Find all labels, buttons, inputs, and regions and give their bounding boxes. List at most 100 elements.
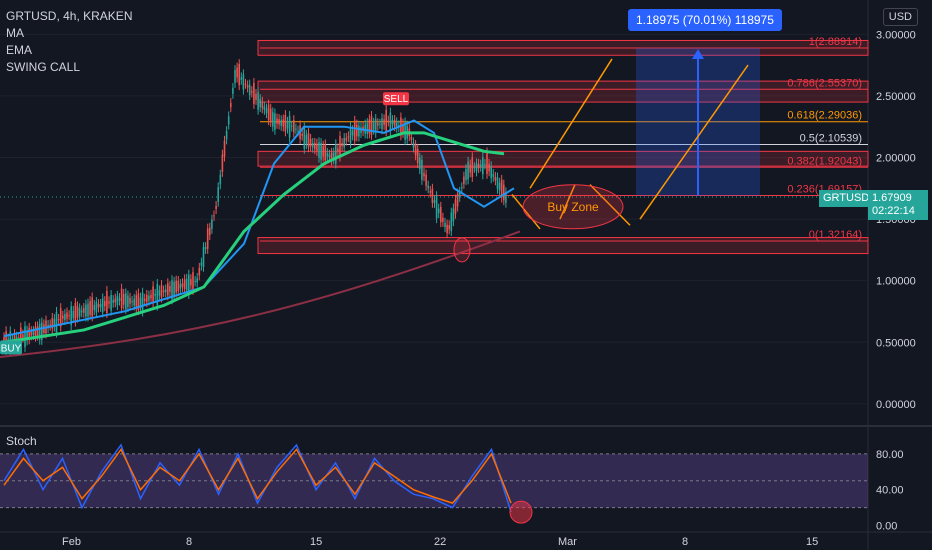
candle-body: [83, 308, 85, 313]
candle-body: [192, 272, 194, 290]
measure-label: 1.18975 (70.01%) 118975: [628, 9, 782, 31]
candle-body: [196, 278, 198, 283]
candle-body: [190, 279, 192, 286]
candle-body: [484, 163, 486, 165]
supply-zone: [257, 39, 869, 56]
candle-body: [116, 295, 119, 306]
candle-body: [339, 136, 341, 157]
candle-body: [500, 179, 503, 198]
stoch-axis-tick: 0.00: [876, 521, 897, 533]
candle-body: [345, 137, 348, 141]
candle-body: [379, 123, 381, 125]
candle-body: [341, 143, 343, 147]
candle-body: [34, 326, 37, 337]
candle-body: [141, 292, 144, 312]
candle-body: [381, 118, 383, 130]
indicator-ema[interactable]: EMA: [6, 43, 33, 57]
candle-body: [475, 163, 478, 172]
candle-body: [114, 298, 117, 303]
indicator-swing-call[interactable]: SWING CALL: [6, 60, 81, 74]
candle-body: [137, 293, 140, 311]
candle-body: [104, 301, 106, 307]
supply-zone: [257, 80, 869, 103]
candle-body: [160, 285, 163, 298]
candle-body: [206, 228, 209, 249]
candle-body: [99, 303, 102, 307]
price-tag-value: 1.67909 02:22:14: [868, 190, 928, 220]
candle-body: [318, 142, 320, 158]
time-axis-tick: 22: [434, 536, 446, 548]
candle-body: [110, 294, 112, 311]
candle-body: [324, 144, 327, 161]
candle-body: [469, 164, 471, 173]
buy-signal-label: BUY: [1, 343, 22, 354]
price-axis-tick: 1.00000: [876, 276, 916, 288]
candle-body: [139, 297, 142, 308]
candle-body: [301, 134, 303, 136]
candle-body: [322, 145, 324, 157]
candle-body: [175, 280, 177, 293]
candle-body: [76, 306, 79, 318]
candle-body: [303, 127, 306, 149]
candle-body: [173, 281, 175, 296]
candle-body: [32, 331, 35, 336]
candle-body: [106, 290, 108, 314]
sell-signal-label: SELL: [384, 94, 409, 105]
candle-body: [467, 161, 469, 180]
candle-body: [326, 153, 329, 157]
candle-body: [101, 298, 104, 313]
candle-body: [217, 187, 219, 202]
candle-body: [127, 295, 129, 308]
indicator-ma[interactable]: MA: [6, 26, 24, 40]
long-ma-line: [0, 230, 521, 359]
candle-body: [223, 140, 226, 157]
candle-body: [414, 144, 417, 156]
candle-body: [471, 157, 474, 177]
candle-body: [85, 304, 87, 317]
candle-body: [370, 115, 373, 135]
candle-body: [492, 173, 495, 177]
candle-body: [433, 199, 436, 203]
candle-body: [395, 122, 398, 128]
candle-body: [393, 119, 396, 127]
candle-body: [238, 64, 240, 86]
candle-body: [328, 154, 331, 158]
candle-body: [129, 297, 131, 304]
currency-button[interactable]: USD: [882, 8, 918, 26]
candle-body: [465, 169, 467, 180]
candle-body: [368, 119, 371, 134]
candle-body: [387, 120, 390, 122]
candle-body: [164, 289, 167, 293]
candle-body: [314, 142, 316, 150]
candle-body: [143, 298, 146, 302]
candle-body: [225, 131, 228, 140]
candle-body: [337, 148, 339, 152]
candle-body: [232, 87, 234, 94]
buy-zone-ellipse: [522, 184, 624, 230]
candle-body: [78, 308, 81, 317]
candle-body: [221, 154, 224, 172]
price-axis-tick: 2.00000: [876, 152, 916, 164]
time-axis-tick: Mar: [558, 536, 577, 548]
candle-body: [183, 279, 186, 289]
chart-legend: GRTUSD, 4h, KRAKEN MA EMA SWING CALL: [6, 8, 132, 76]
candle-body: [479, 164, 482, 167]
candle-body: [194, 281, 196, 283]
candle-body: [70, 306, 72, 326]
price-axis-tick: 0.50000: [876, 337, 916, 349]
candle-body: [290, 125, 293, 127]
candle-body: [423, 172, 425, 177]
candle-body: [177, 280, 180, 292]
candle-body: [353, 120, 356, 141]
candle-body: [167, 283, 169, 296]
projection-arrow: [529, 58, 613, 189]
candle-body: [288, 115, 291, 138]
candle-body: [330, 152, 333, 161]
candle-body: [404, 122, 406, 140]
supply-zone: [257, 150, 869, 167]
candle-body: [108, 301, 110, 304]
symbol-title: GRTUSD, 4h, KRAKEN: [6, 9, 133, 23]
candle-body: [227, 116, 230, 125]
candle-body: [162, 290, 165, 293]
